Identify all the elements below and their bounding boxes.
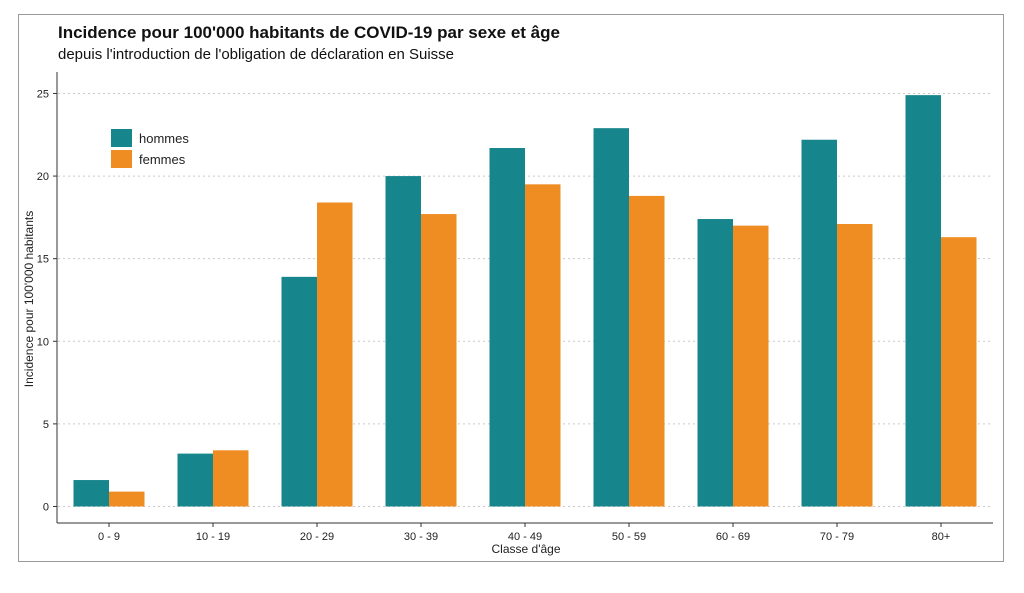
bar-hommes-8: [905, 95, 941, 507]
bar-femmes-1: [213, 450, 249, 507]
bar-femmes-2: [317, 202, 353, 507]
bar-femmes-3: [421, 214, 457, 507]
axes: [53, 72, 993, 527]
x-tick-label: 20 - 29: [300, 531, 334, 543]
chart-subtitle: depuis l'introduction de l'obligation de…: [58, 46, 454, 63]
x-tick-label: 0 - 9: [98, 531, 120, 543]
bar-hommes-1: [177, 453, 213, 507]
x-axis-label: Classe d'âge: [492, 542, 561, 556]
bar-hommes-2: [281, 276, 317, 507]
x-tick-label: 70 - 79: [820, 531, 854, 543]
x-tick-label: 80+: [932, 531, 951, 543]
legend-label-femmes: femmes: [139, 152, 186, 167]
y-tick-label: 25: [37, 88, 49, 100]
x-tick-label: 50 - 59: [612, 531, 646, 543]
bar-hommes-0: [73, 480, 109, 507]
bar-hommes-5: [593, 128, 629, 507]
x-tick-label: 60 - 69: [716, 531, 750, 543]
y-tick-label: 10: [37, 336, 49, 348]
bar-hommes-3: [385, 176, 421, 507]
x-tick-label: 10 - 19: [196, 531, 230, 543]
y-tick-label: 0: [43, 501, 49, 513]
y-tick-label: 20: [37, 171, 49, 183]
x-tick-label: 30 - 39: [404, 531, 438, 543]
y-tick-label: 15: [37, 254, 49, 266]
grid-lines: [58, 92, 993, 507]
bar-hommes-4: [489, 147, 525, 507]
bar-hommes-6: [697, 219, 733, 507]
bar-femmes-0: [109, 491, 145, 507]
legend: hommes femmes: [111, 129, 189, 168]
chart-title: Incidence pour 100'000 habitants de COVI…: [58, 23, 560, 42]
bar-hommes-7: [801, 139, 837, 507]
x-tick-label: 40 - 49: [508, 531, 542, 543]
bar-femmes-7: [837, 223, 873, 507]
bar-femmes-5: [629, 195, 665, 507]
bar-femmes-6: [733, 225, 769, 507]
legend-swatch-femmes: [111, 150, 132, 168]
bar-femmes-4: [525, 184, 561, 507]
x-tick-labels: 0 - 9 10 - 19 20 - 29 30 - 39 40 - 49 50 - 59…: [98, 531, 950, 543]
y-axis-label: Incidence pour 100'000 habitants: [22, 211, 36, 387]
legend-swatch-hommes: [111, 129, 132, 147]
y-tick-label: 5: [43, 419, 49, 431]
legend-label-hommes: hommes: [139, 131, 189, 146]
y-tick-labels: 0 5 10 15 20 25: [37, 88, 49, 513]
bar-femmes-8: [941, 237, 977, 507]
bars: [73, 95, 977, 507]
